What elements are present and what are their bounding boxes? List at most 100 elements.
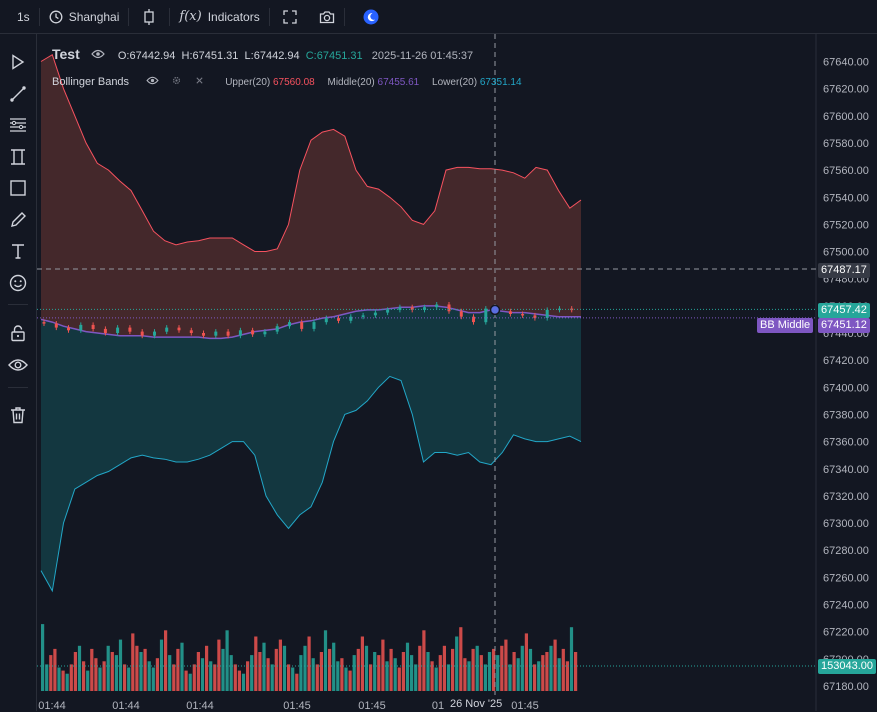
price-tick-label: 67320.00: [823, 491, 869, 503]
timezone-button[interactable]: Shanghai: [40, 0, 129, 33]
open-value: 67442.94: [129, 50, 176, 62]
bb-middle-name-label: BB Middle: [757, 318, 814, 333]
eye-icon[interactable]: [91, 49, 105, 59]
candle-body: [361, 315, 365, 317]
volume-bar: [319, 652, 323, 691]
price-tick-label: 67360.00: [823, 437, 869, 449]
volume-bar: [553, 639, 557, 691]
fullscreen-button[interactable]: [270, 0, 310, 33]
fib-tool[interactable]: [5, 113, 31, 137]
candle-body: [263, 331, 267, 335]
volume-bar: [434, 667, 438, 691]
volume-bar: [315, 664, 319, 691]
lower-label: Lower(20): [432, 77, 478, 88]
volume-bar: [49, 655, 53, 691]
trend-line-tool[interactable]: [5, 82, 31, 106]
fx-icon: f(x): [179, 9, 202, 24]
gear-icon[interactable]: [171, 75, 182, 86]
chart-type-button[interactable]: [129, 0, 169, 33]
candle-body: [545, 309, 549, 318]
candle-body: [521, 314, 525, 316]
emoji-tool[interactable]: [5, 271, 31, 295]
candle-body: [337, 318, 340, 321]
volume-bar: [143, 648, 147, 691]
toolbar-divider: [8, 387, 28, 388]
pattern-tool[interactable]: [5, 145, 31, 169]
volume-bar: [221, 648, 225, 691]
camera-icon: [319, 10, 334, 23]
volume-bar: [237, 670, 241, 691]
candle-body: [165, 327, 169, 332]
interval-button[interactable]: 1s: [0, 0, 39, 33]
volume-bar: [303, 645, 307, 691]
volume-bar: [98, 667, 102, 691]
volume-bar: [569, 627, 574, 691]
volume-bar: [332, 642, 336, 691]
candle-body: [508, 311, 512, 314]
remove-tool[interactable]: [5, 403, 31, 427]
brush-tool[interactable]: [5, 208, 31, 232]
toolbar-divider: [343, 7, 345, 26]
text-icon: [12, 244, 24, 259]
volume-bar: [94, 658, 98, 691]
volume-bar: [524, 633, 528, 691]
eye-icon[interactable]: [146, 76, 159, 85]
price-tick-label: 67520.00: [823, 219, 869, 231]
price-tick-label: 67340.00: [823, 464, 869, 476]
screenshot-button[interactable]: [310, 0, 344, 33]
unlock-icon: [11, 325, 25, 342]
last-price-label: 67457.42: [818, 303, 870, 318]
price-tick-label: 67560.00: [823, 165, 869, 177]
toolbar-divider: [169, 7, 171, 26]
visibility-tool[interactable]: [5, 353, 31, 377]
crosshair-price-label: 67487.17: [818, 263, 870, 278]
pencil-icon: [11, 212, 26, 227]
time-tick-label: 01:44: [186, 700, 214, 711]
volume-bar: [192, 664, 196, 691]
volume-bar: [455, 636, 459, 691]
volume-bar: [291, 667, 295, 691]
volume-bar: [295, 673, 299, 691]
price-tick-label: 67600.00: [823, 111, 869, 123]
volume-bar: [381, 639, 385, 691]
volume-bar: [336, 661, 340, 691]
time-tick-label: 01:45: [358, 700, 386, 711]
text-tool[interactable]: [5, 239, 31, 263]
rectangle-tool[interactable]: [5, 176, 31, 200]
lock-tool[interactable]: [5, 321, 31, 345]
volume-bar: [57, 667, 61, 691]
time-tick-label: 01:44: [38, 700, 66, 711]
volume-bar: [254, 636, 258, 691]
volume-bar: [508, 664, 512, 691]
middle-value: 67455.61: [377, 77, 420, 88]
close-icon[interactable]: [195, 76, 204, 85]
cursor-tool[interactable]: [5, 50, 31, 74]
candle-body: [91, 324, 95, 329]
time-tick-label: 01:45: [511, 700, 539, 711]
lower-band-fill: [41, 305, 581, 591]
indicators-button[interactable]: f(x) Indicators: [170, 0, 268, 33]
volume-bar: [549, 645, 553, 691]
legend-timestamp: 2025-11-26 01:45:37: [371, 50, 474, 62]
candle-body: [214, 331, 218, 336]
candle-body: [103, 328, 107, 333]
volume-bar: [114, 655, 118, 691]
volume-bar: [65, 673, 69, 691]
cursor-icon: [12, 54, 25, 70]
candle-body: [202, 333, 205, 336]
middle-label: Middle(20): [327, 77, 375, 88]
candle-body: [42, 322, 46, 324]
indicator-name[interactable]: Bollinger Bands: [52, 76, 130, 88]
volume-bar: [250, 655, 254, 691]
candle-body: [312, 322, 316, 329]
volume-bar: [233, 664, 237, 691]
symbol-name[interactable]: Test: [52, 46, 80, 62]
theme-toggle-button[interactable]: [345, 0, 397, 33]
volume-bar: [533, 664, 537, 691]
moon-icon: [363, 9, 379, 24]
volume-bar: [102, 661, 106, 691]
volume-bar: [487, 652, 492, 691]
candle-body: [238, 330, 242, 336]
volume-bar: [340, 658, 344, 691]
